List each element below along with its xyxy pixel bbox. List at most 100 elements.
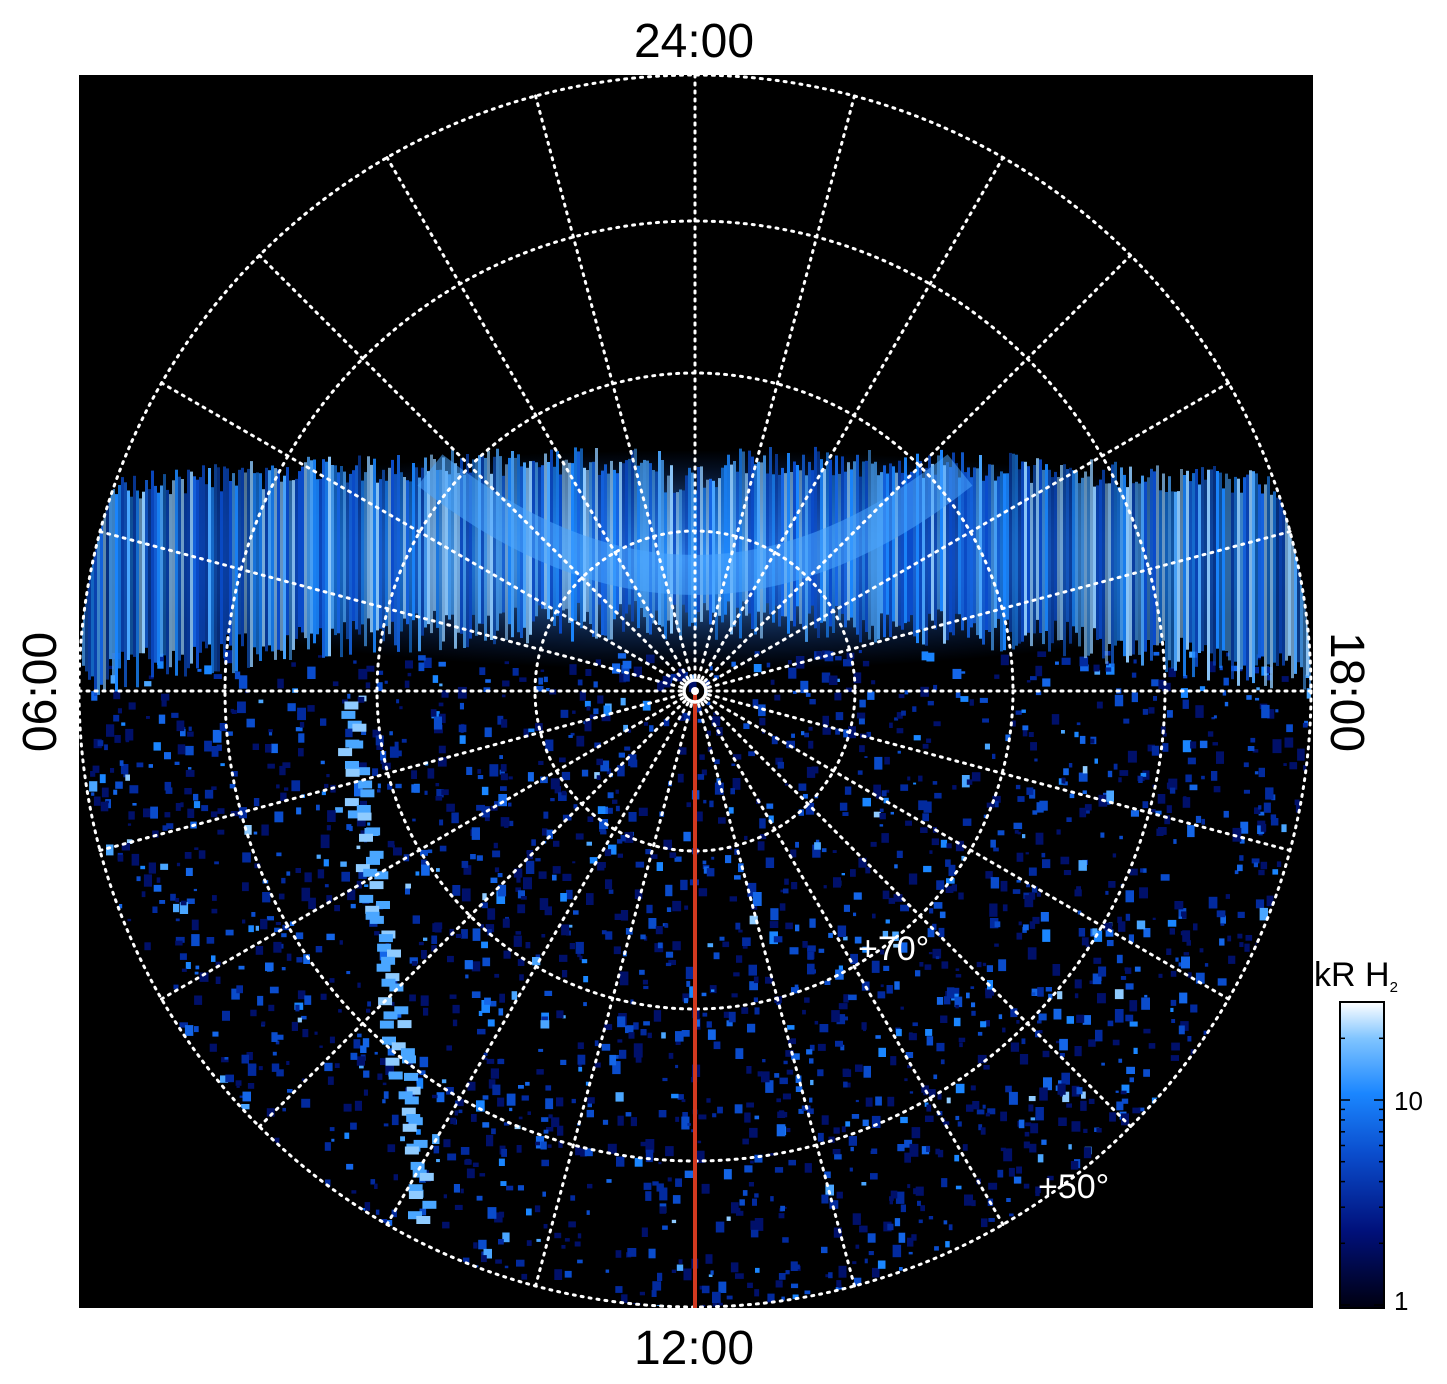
- band-streak: [166, 489, 169, 675]
- noise-pixel: [516, 1145, 522, 1153]
- noise-pixel: [569, 943, 575, 950]
- noise-pixel: [639, 1291, 645, 1296]
- noise-pixel: [990, 839, 996, 848]
- noise-pixel: [477, 1028, 486, 1035]
- noise-pixel: [926, 738, 932, 743]
- noise-pixel: [884, 756, 890, 765]
- noise-pixel: [229, 783, 236, 789]
- noise-pixel: [789, 947, 799, 955]
- noise-pixel: [688, 681, 697, 692]
- noise-pixel: [715, 1221, 725, 1233]
- noise-pixel: [562, 814, 572, 821]
- band-streak: [250, 461, 253, 667]
- band-streak: [154, 485, 157, 663]
- noise-pixel: [952, 668, 962, 679]
- noise-pixel: [1092, 973, 1102, 985]
- noise-pixel: [217, 829, 225, 835]
- noise-pixel: [911, 1234, 917, 1241]
- noise-pixel: [977, 1031, 983, 1036]
- noise-pixel: [423, 937, 428, 941]
- noise-pixel: [1297, 748, 1305, 761]
- noise-pixel: [1270, 818, 1279, 826]
- noise-pixel: [853, 892, 862, 900]
- noise-pixel: [948, 1224, 953, 1231]
- streak-pixel: [363, 868, 378, 877]
- noise-pixel: [271, 743, 278, 754]
- noise-pixel: [326, 933, 335, 941]
- noise-pixel: [814, 1020, 819, 1025]
- noise-pixel: [1077, 910, 1082, 915]
- noise-pixel: [1170, 999, 1177, 1006]
- noise-pixel: [1168, 778, 1178, 790]
- noise-pixel: [458, 1109, 463, 1114]
- noise-pixel: [461, 860, 469, 868]
- noise-pixel: [921, 1085, 929, 1093]
- noise-pixel: [663, 719, 670, 727]
- noise-pixel: [849, 1167, 853, 1172]
- band-streak: [157, 492, 160, 665]
- noise-pixel: [393, 847, 402, 856]
- noise-pixel: [1060, 856, 1070, 865]
- noise-pixel: [1171, 1042, 1180, 1051]
- noise-pixel: [728, 1011, 736, 1023]
- noise-pixel: [1306, 688, 1311, 699]
- noise-pixel: [1232, 827, 1242, 842]
- noise-pixel: [491, 1128, 496, 1135]
- band-streak: [907, 474, 910, 622]
- band-streak: [226, 468, 229, 635]
- noise-pixel: [1250, 737, 1256, 743]
- colorbar-tick-1: 1: [1394, 1286, 1408, 1316]
- noise-pixel: [770, 908, 779, 921]
- noise-pixel: [633, 666, 642, 677]
- noise-pixel: [889, 722, 893, 728]
- noise-pixel: [316, 804, 320, 811]
- noise-pixel: [838, 1003, 848, 1010]
- noise-pixel: [1037, 1020, 1042, 1024]
- noise-pixel: [1078, 860, 1087, 871]
- noise-pixel: [734, 1207, 741, 1213]
- noise-pixel: [515, 931, 522, 935]
- noise-pixel: [517, 890, 525, 899]
- noise-pixel: [119, 904, 123, 909]
- noise-pixel: [882, 930, 889, 938]
- noise-pixel: [1258, 869, 1265, 876]
- band-streak: [466, 454, 469, 648]
- band-streak: [238, 469, 241, 635]
- noise-pixel: [187, 808, 195, 818]
- noise-pixel: [993, 847, 999, 852]
- noise-pixel: [1083, 1128, 1088, 1133]
- streak-pixel: [406, 1086, 421, 1095]
- band-streak: [1105, 483, 1108, 664]
- noise-pixel: [471, 1114, 477, 1122]
- band-streak: [1243, 477, 1246, 666]
- noise-pixel: [578, 1064, 582, 1068]
- noise-pixel: [482, 957, 491, 967]
- noise-pixel: [315, 946, 323, 953]
- noise-pixel: [346, 971, 351, 975]
- noise-pixel: [890, 1190, 898, 1199]
- noise-pixel: [1126, 1066, 1135, 1074]
- noise-pixel: [526, 1240, 532, 1246]
- noise-pixel: [1088, 1098, 1095, 1104]
- noise-pixel: [698, 1114, 707, 1120]
- band-streak: [262, 489, 265, 647]
- band-streak: [1237, 478, 1240, 686]
- noise-pixel: [804, 1290, 811, 1295]
- noise-pixel: [777, 761, 784, 769]
- noise-pixel: [509, 820, 514, 827]
- noise-pixel: [926, 1104, 932, 1112]
- noise-pixel: [301, 1015, 307, 1020]
- noise-pixel: [148, 862, 156, 874]
- noise-pixel: [1006, 1198, 1011, 1202]
- band-streak: [448, 474, 451, 620]
- noise-pixel: [492, 850, 501, 858]
- noise-pixel: [834, 692, 842, 701]
- noise-pixel: [1022, 725, 1029, 731]
- noise-pixel: [607, 1143, 617, 1154]
- band-streak: [670, 465, 673, 634]
- noise-pixel: [1147, 744, 1155, 752]
- band-streak: [160, 485, 163, 657]
- noise-pixel: [1234, 870, 1239, 875]
- noise-pixel: [940, 839, 948, 848]
- noise-pixel: [746, 1102, 754, 1108]
